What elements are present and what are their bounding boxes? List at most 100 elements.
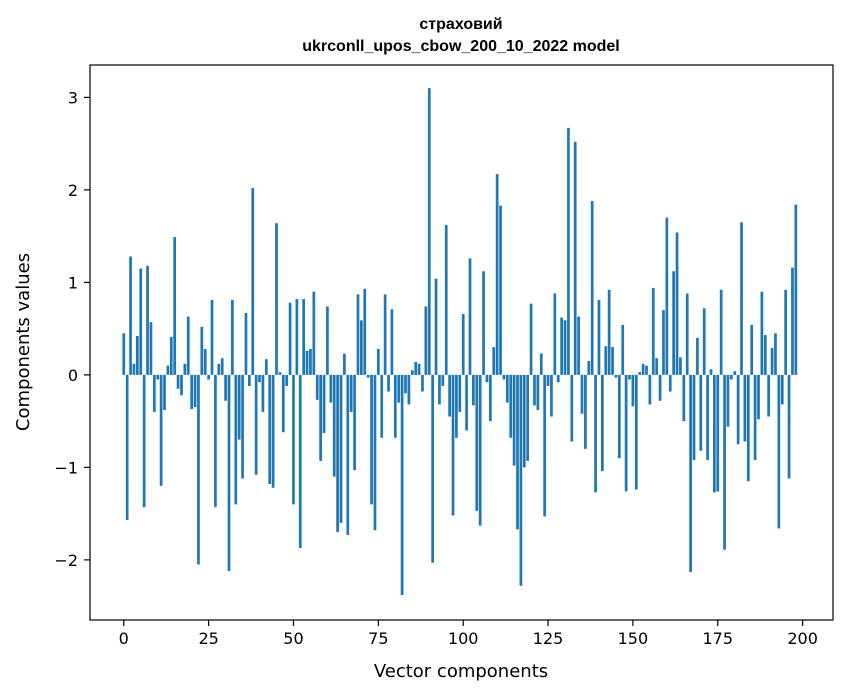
bar	[417, 363, 421, 375]
bar	[305, 350, 309, 375]
bar	[444, 225, 448, 375]
x-tick-label: 75	[368, 629, 388, 648]
bar	[736, 374, 740, 445]
bar	[410, 370, 414, 375]
bar	[142, 374, 146, 508]
bar	[217, 363, 221, 375]
bar	[455, 374, 458, 438]
bar	[312, 291, 316, 375]
bar	[376, 348, 380, 375]
x-tick-label: 150	[618, 629, 649, 648]
bar	[475, 374, 479, 511]
bar	[156, 374, 160, 380]
bar	[655, 358, 659, 375]
bar	[458, 374, 462, 412]
bar	[207, 374, 210, 380]
bar	[570, 374, 574, 442]
bar	[638, 372, 642, 375]
bar	[692, 374, 696, 460]
bar	[641, 363, 645, 375]
bar	[468, 258, 472, 375]
y-tick-label: 2	[68, 181, 78, 200]
bar	[685, 293, 689, 375]
y-axis-label: Components values	[13, 253, 34, 431]
bar	[129, 256, 132, 375]
bar	[702, 308, 706, 375]
bar	[709, 369, 713, 375]
bar	[482, 271, 485, 375]
bar	[492, 347, 496, 375]
bar	[662, 310, 665, 375]
bar	[298, 374, 302, 548]
bar	[713, 374, 716, 493]
bar	[322, 374, 326, 434]
bar	[597, 299, 601, 375]
bar	[431, 374, 435, 563]
y-tick-label: −2	[54, 551, 78, 570]
bar	[777, 374, 781, 529]
x-tick-label: 125	[533, 629, 564, 648]
bar	[288, 302, 292, 375]
bar	[278, 372, 282, 375]
bar	[169, 336, 173, 375]
bar	[719, 289, 723, 375]
bar	[699, 374, 703, 451]
bar	[360, 320, 363, 375]
bar	[658, 374, 662, 401]
x-tick-label: 200	[787, 629, 818, 648]
bar	[339, 374, 343, 523]
bar	[258, 374, 261, 383]
bar	[248, 374, 251, 386]
bar	[421, 374, 424, 392]
bar	[383, 294, 387, 375]
x-axis-ticks: 0 25 50 75 100 125 150 175 200	[119, 620, 818, 648]
y-axis-ticks: −2 −1 0 1 2 3	[54, 88, 90, 570]
bar	[448, 374, 451, 417]
bar	[478, 374, 482, 526]
bar	[746, 374, 750, 482]
bar	[200, 326, 204, 375]
bar	[427, 88, 431, 375]
bar	[329, 374, 333, 403]
bar	[753, 374, 757, 460]
x-tick-label: 25	[198, 629, 218, 648]
bar	[271, 374, 275, 488]
y-tick-label: 1	[68, 273, 78, 292]
bar	[336, 374, 339, 533]
bar	[648, 374, 652, 405]
bar	[794, 204, 798, 375]
bar	[400, 374, 404, 596]
x-axis-label: Vector components	[374, 661, 548, 682]
bar	[346, 374, 350, 535]
bar	[363, 288, 367, 375]
x-tick-label: 0	[119, 629, 129, 648]
bar	[750, 324, 754, 375]
bar	[224, 374, 227, 401]
bar	[601, 374, 604, 472]
bar	[767, 374, 771, 417]
bar	[706, 374, 709, 460]
bar	[309, 348, 312, 375]
bar	[149, 322, 153, 375]
bar	[526, 374, 530, 461]
bar	[268, 374, 272, 485]
bar	[536, 374, 540, 411]
bar	[214, 374, 217, 508]
bars-group	[122, 88, 798, 596]
bar	[220, 358, 224, 375]
bar	[553, 293, 557, 375]
bar	[227, 374, 231, 571]
plot-frame	[89, 64, 834, 621]
bar	[203, 348, 207, 375]
bar	[675, 232, 679, 375]
bar	[488, 374, 492, 422]
bar	[261, 374, 265, 412]
bar	[275, 223, 278, 375]
bar	[438, 374, 441, 405]
bar	[319, 374, 322, 461]
bar	[302, 299, 306, 375]
bar	[505, 374, 509, 403]
bar	[404, 374, 407, 394]
bar	[159, 374, 163, 486]
y-tick-label: 0	[68, 366, 78, 385]
